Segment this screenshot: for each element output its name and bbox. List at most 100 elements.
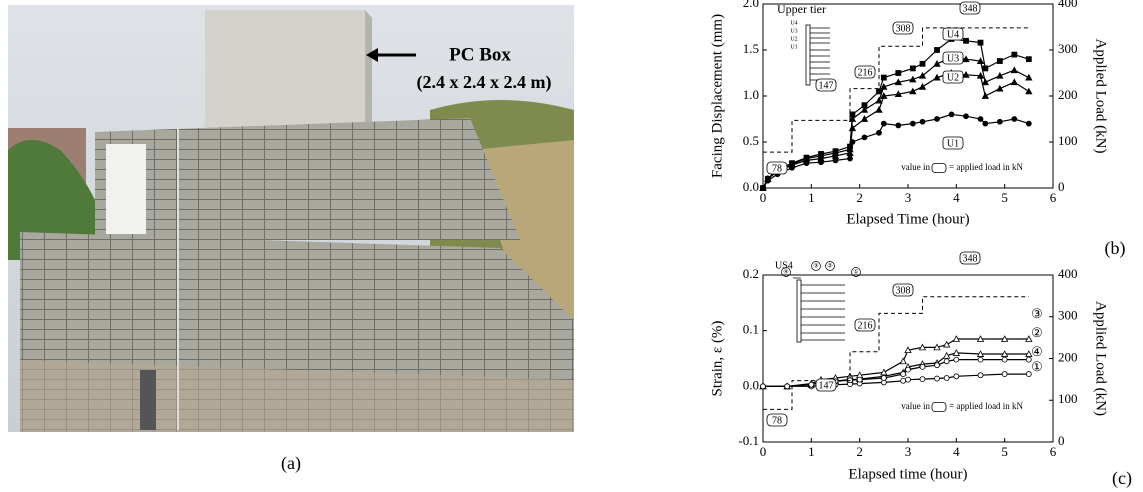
y-tick-label: 2.0 <box>743 0 759 10</box>
inset-series-label: ④ <box>783 268 788 275</box>
series-label: ④ <box>1031 344 1043 359</box>
load-label: 147 <box>819 80 834 91</box>
load-label: 348 <box>963 253 978 264</box>
marker <box>857 377 862 382</box>
marker <box>910 121 915 126</box>
y2-tick-label: 200 <box>1058 87 1078 102</box>
marker <box>761 186 766 191</box>
x-tick-label: 3 <box>905 444 912 459</box>
y-axis-label: Strain, ε (%) <box>709 321 725 397</box>
x-tick-label: 4 <box>953 190 960 205</box>
marker <box>809 382 814 387</box>
note-box <box>932 164 946 173</box>
x-tick-label: 1 <box>808 190 815 205</box>
marker <box>978 40 983 45</box>
series-label: U1 <box>947 138 959 149</box>
marker <box>1026 88 1032 94</box>
marker <box>1026 121 1031 126</box>
y-tick-label: 0.1 <box>743 322 759 337</box>
marker <box>896 71 901 76</box>
data-line <box>763 339 1029 386</box>
marker <box>978 357 983 362</box>
y2-tick-label: 100 <box>1058 391 1078 406</box>
series-label: U2 <box>947 72 959 83</box>
load-label: 78 <box>772 415 782 426</box>
marker <box>761 384 766 389</box>
marker <box>954 357 959 362</box>
marker <box>901 372 906 377</box>
marker <box>877 130 882 135</box>
marker <box>920 377 925 382</box>
marker <box>819 151 824 156</box>
y2-tick-label: 400 <box>1058 0 1078 10</box>
load-line <box>763 28 1029 152</box>
note: = applied load in kN <box>949 401 1024 411</box>
marker <box>978 117 983 122</box>
marker <box>944 359 949 364</box>
load-label: 216 <box>858 320 873 331</box>
x-tick-label: 3 <box>905 190 912 205</box>
plot-frame <box>763 275 1053 442</box>
x-tick-label: 5 <box>1001 190 1008 205</box>
marker <box>1026 75 1032 81</box>
panel-label: (c) <box>1112 468 1132 489</box>
y2-tick-label: 300 <box>1058 41 1078 56</box>
marker <box>983 66 988 71</box>
x-tick-label: 0 <box>760 444 767 459</box>
marker <box>1011 67 1017 73</box>
marker <box>833 149 838 154</box>
marker <box>910 88 916 94</box>
y2-tick-label: 400 <box>1058 266 1078 281</box>
x-axis-label: Elapsed Time (hour) <box>846 211 969 227</box>
marker <box>1012 117 1017 122</box>
inset-series-label: U1 <box>790 44 797 50</box>
marker <box>896 123 901 128</box>
marker <box>964 114 969 119</box>
marker <box>1026 57 1031 62</box>
note: = applied load in kN <box>949 162 1024 172</box>
marker <box>790 161 795 166</box>
marker <box>848 156 853 161</box>
marker <box>982 79 988 85</box>
x-tick-label: 6 <box>1050 190 1057 205</box>
marker <box>765 176 770 181</box>
marker <box>920 119 925 124</box>
y2-tick-label: 0 <box>1058 433 1065 448</box>
inset-label: Upper tier <box>777 2 826 16</box>
series-label: ③ <box>1031 306 1043 321</box>
marker <box>997 119 1002 124</box>
marker <box>910 66 915 71</box>
load-label: 308 <box>896 23 911 34</box>
inset-series-label: U3 <box>790 28 797 34</box>
y-tick-label: 0.5 <box>743 133 759 148</box>
y2-tick-label: 300 <box>1058 308 1078 323</box>
marker <box>906 377 911 382</box>
x-tick-label: 6 <box>1050 444 1057 459</box>
marker <box>877 89 882 94</box>
inset-series-label: ① <box>853 268 858 275</box>
photo <box>8 5 574 432</box>
y-tick-label: 0.0 <box>743 377 759 392</box>
inset-series-label: U4 <box>790 20 797 26</box>
marker <box>862 103 867 108</box>
series-label: ② <box>1031 325 1043 340</box>
marker <box>954 374 959 379</box>
marker <box>935 363 940 368</box>
marker <box>901 378 906 383</box>
inset-series-label: ③ <box>813 262 818 269</box>
marker <box>876 107 882 113</box>
load-label: 308 <box>896 285 911 296</box>
marker <box>944 375 949 380</box>
marker <box>920 61 925 66</box>
marker <box>804 155 809 160</box>
x-tick-label: 4 <box>953 444 960 459</box>
y2-tick-label: 0 <box>1058 179 1065 194</box>
x-tick-label: 1 <box>808 444 815 459</box>
series-label: U3 <box>947 53 959 64</box>
marker <box>983 121 988 126</box>
y-tick-label: -0.1 <box>738 433 759 448</box>
load-line <box>763 297 1029 410</box>
y-tick-label: 1.5 <box>743 41 759 56</box>
load-label: 147 <box>819 380 834 391</box>
y-tick-label: 0.0 <box>743 179 759 194</box>
